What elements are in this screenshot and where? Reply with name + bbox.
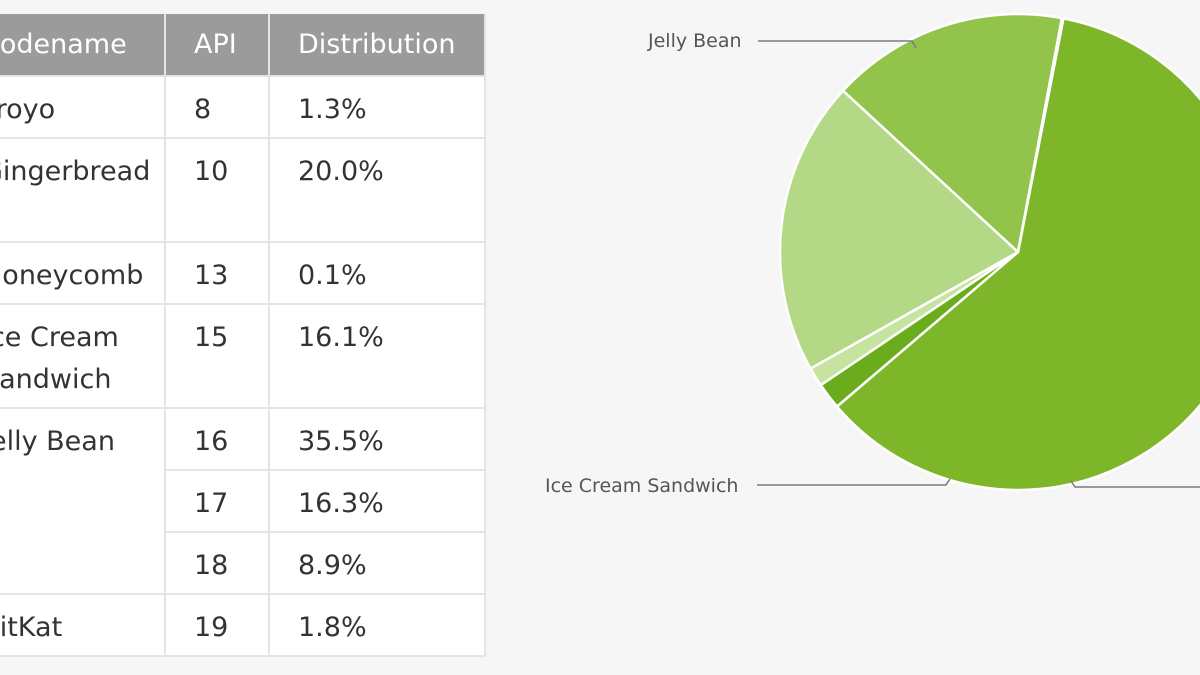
table-row: 17 16.3% (0, 469, 486, 533)
api-cell: 16 (164, 407, 270, 471)
distribution-cell: 0.1% (268, 241, 486, 305)
table-row: 18 8.9% (0, 531, 486, 595)
distribution-cell: 16.1% (268, 303, 486, 409)
codename-cell: Honeycomb (0, 241, 166, 305)
pie-slice-honeycomb (1016, 16, 1065, 254)
api-cell: 18 (164, 531, 270, 595)
header-api: API (165, 14, 270, 76)
callout-line-ice-cream-sandwich (757, 478, 951, 486)
table-row: Froyo 8 1.3% (0, 75, 486, 139)
distribution-cell: 1.8% (268, 593, 486, 657)
table-row: Ice Cream Sandwich 15 16.1% (0, 303, 486, 409)
header-codename: Codename (0, 14, 166, 76)
distribution-table: Codename API Distribution Froyo 8 1.3% G… (0, 14, 486, 657)
callout-line-jelly-bean (758, 40, 917, 49)
distribution-cell: 16.3% (268, 469, 486, 533)
api-cell: 13 (164, 241, 270, 305)
distribution-cell: 1.3% (268, 75, 486, 139)
callout-label-jelly-bean: Jelly Bean (647, 30, 742, 52)
callout-line-gingerbread (1070, 480, 1200, 488)
table-row: Honeycomb 13 0.1% (0, 241, 486, 305)
codename-cell: Gingerbread (0, 137, 166, 243)
api-cell: 15 (164, 303, 270, 409)
codename-cell: Froyo (0, 75, 166, 139)
distribution-cell: 20.0% (268, 137, 486, 243)
distribution-cell: 8.9% (268, 531, 486, 595)
pie-slices (778, 12, 1200, 492)
codename-cell: Ice Cream Sandwich (0, 303, 166, 409)
codename-cell: KitKat (0, 593, 166, 657)
callout-label-ice-cream-sandwich: Ice Cream Sandwich (545, 475, 738, 497)
api-cell: 8 (164, 75, 270, 139)
api-cell: 10 (164, 137, 270, 243)
table-header-row: Codename API Distribution (0, 14, 486, 76)
pie-slice-gingerbread (778, 89, 1020, 370)
table-row: KitKat 19 1.8% (0, 593, 486, 657)
api-cell: 19 (164, 593, 270, 657)
header-distribution: Distribution (269, 14, 486, 76)
distribution-cell: 35.5% (268, 407, 486, 471)
table-row: Gingerbread 10 20.0% (0, 137, 486, 243)
table-row: Jelly Bean 16 35.5% (0, 407, 486, 595)
codename-cell: Jelly Bean (0, 407, 166, 595)
api-cell: 17 (164, 469, 270, 533)
pie-slice-ice-cream-sandwich (841, 12, 1064, 254)
pie-slice-jelly-bean (835, 17, 1200, 492)
pie-callouts: Jelly Bean Ice Cream Sandwich (545, 30, 1200, 497)
